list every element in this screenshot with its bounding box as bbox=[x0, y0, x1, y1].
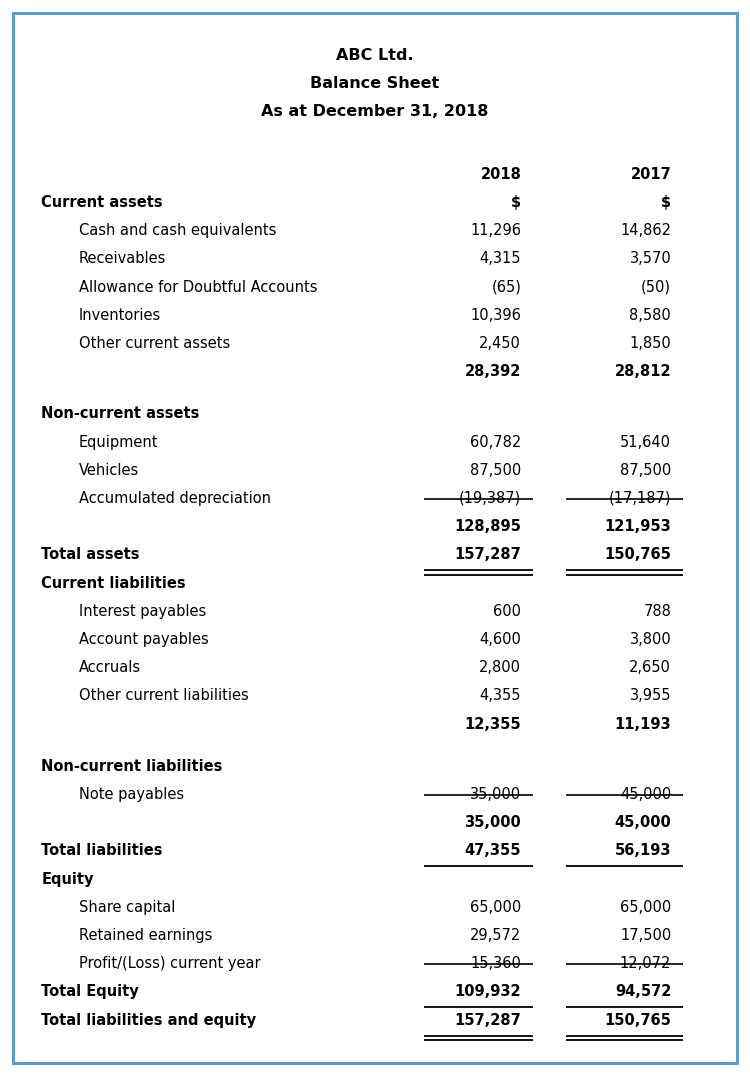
Text: (50): (50) bbox=[641, 280, 671, 295]
Text: 1,850: 1,850 bbox=[629, 336, 671, 351]
Text: Total liabilities: Total liabilities bbox=[41, 844, 163, 859]
Text: $: $ bbox=[512, 195, 521, 210]
Text: 51,640: 51,640 bbox=[620, 435, 671, 450]
Text: 600: 600 bbox=[494, 604, 521, 619]
Text: 11,296: 11,296 bbox=[470, 223, 521, 238]
Text: 150,765: 150,765 bbox=[604, 1013, 671, 1028]
Text: 3,570: 3,570 bbox=[629, 252, 671, 267]
Text: 4,315: 4,315 bbox=[480, 252, 521, 267]
Text: 47,355: 47,355 bbox=[465, 844, 521, 859]
Text: ABC Ltd.: ABC Ltd. bbox=[336, 48, 414, 63]
Text: 10,396: 10,396 bbox=[470, 308, 521, 323]
Text: Account payables: Account payables bbox=[79, 632, 209, 647]
Text: Current liabilities: Current liabilities bbox=[41, 576, 186, 591]
Text: Cash and cash equivalents: Cash and cash equivalents bbox=[79, 223, 276, 238]
Text: (17,187): (17,187) bbox=[609, 491, 671, 506]
Text: 150,765: 150,765 bbox=[604, 548, 671, 563]
Text: 15,360: 15,360 bbox=[470, 957, 521, 972]
Text: Vehicles: Vehicles bbox=[79, 463, 139, 478]
Text: 17,500: 17,500 bbox=[620, 928, 671, 943]
Text: Non-current assets: Non-current assets bbox=[41, 407, 200, 422]
Text: 788: 788 bbox=[644, 604, 671, 619]
Text: 56,193: 56,193 bbox=[615, 844, 671, 859]
Text: Profit/(Loss) current year: Profit/(Loss) current year bbox=[79, 957, 260, 972]
Text: 2,800: 2,800 bbox=[479, 661, 521, 675]
Text: Accruals: Accruals bbox=[79, 661, 141, 675]
Text: 8,580: 8,580 bbox=[629, 308, 671, 323]
Text: 121,953: 121,953 bbox=[604, 520, 671, 534]
Text: Non-current liabilities: Non-current liabilities bbox=[41, 759, 223, 774]
Text: $: $ bbox=[662, 195, 671, 210]
Text: 3,955: 3,955 bbox=[630, 689, 671, 704]
Text: Retained earnings: Retained earnings bbox=[79, 928, 212, 943]
Text: Accumulated depreciation: Accumulated depreciation bbox=[79, 491, 271, 506]
Text: Share capital: Share capital bbox=[79, 900, 175, 915]
Text: Equipment: Equipment bbox=[79, 435, 158, 450]
Text: 128,895: 128,895 bbox=[454, 520, 521, 534]
Text: 2018: 2018 bbox=[480, 167, 521, 182]
Text: 157,287: 157,287 bbox=[454, 1013, 521, 1028]
Text: Interest payables: Interest payables bbox=[79, 604, 206, 619]
Text: 45,000: 45,000 bbox=[620, 787, 671, 802]
Text: Allowance for Doubtful Accounts: Allowance for Doubtful Accounts bbox=[79, 280, 317, 295]
Text: Current assets: Current assets bbox=[41, 195, 163, 210]
Text: Total liabilities and equity: Total liabilities and equity bbox=[41, 1013, 256, 1028]
Text: 12,072: 12,072 bbox=[620, 957, 671, 972]
Text: Other current assets: Other current assets bbox=[79, 336, 230, 351]
Text: 60,782: 60,782 bbox=[470, 435, 521, 450]
Text: 109,932: 109,932 bbox=[454, 985, 521, 1000]
Text: (65): (65) bbox=[491, 280, 521, 295]
Text: 2,450: 2,450 bbox=[479, 336, 521, 351]
Text: 2,650: 2,650 bbox=[629, 661, 671, 675]
Text: 29,572: 29,572 bbox=[470, 928, 521, 943]
Text: 45,000: 45,000 bbox=[614, 816, 671, 831]
Text: 87,500: 87,500 bbox=[470, 463, 521, 478]
Text: Inventories: Inventories bbox=[79, 308, 161, 323]
Text: 65,000: 65,000 bbox=[620, 900, 671, 915]
Text: 87,500: 87,500 bbox=[620, 463, 671, 478]
Text: 14,862: 14,862 bbox=[620, 223, 671, 238]
Text: 65,000: 65,000 bbox=[470, 900, 521, 915]
Text: 35,000: 35,000 bbox=[464, 816, 521, 831]
Text: 28,812: 28,812 bbox=[615, 364, 671, 379]
Text: 11,193: 11,193 bbox=[615, 717, 671, 732]
Text: As at December 31, 2018: As at December 31, 2018 bbox=[261, 104, 489, 119]
Text: Receivables: Receivables bbox=[79, 252, 166, 267]
Text: (19,387): (19,387) bbox=[459, 491, 521, 506]
Text: 35,000: 35,000 bbox=[470, 787, 521, 802]
Text: 4,600: 4,600 bbox=[479, 632, 521, 647]
Text: Balance Sheet: Balance Sheet bbox=[310, 76, 440, 91]
Text: 12,355: 12,355 bbox=[464, 717, 521, 732]
Text: Total assets: Total assets bbox=[41, 548, 140, 563]
Text: 94,572: 94,572 bbox=[615, 985, 671, 1000]
Text: 4,355: 4,355 bbox=[480, 689, 521, 704]
Text: 157,287: 157,287 bbox=[454, 548, 521, 563]
Text: Total Equity: Total Equity bbox=[41, 985, 139, 1000]
Text: 3,800: 3,800 bbox=[629, 632, 671, 647]
Text: Equity: Equity bbox=[41, 872, 94, 887]
Text: Other current liabilities: Other current liabilities bbox=[79, 689, 248, 704]
Text: Note payables: Note payables bbox=[79, 787, 184, 802]
Text: 2017: 2017 bbox=[631, 167, 671, 182]
Text: 28,392: 28,392 bbox=[465, 364, 521, 379]
